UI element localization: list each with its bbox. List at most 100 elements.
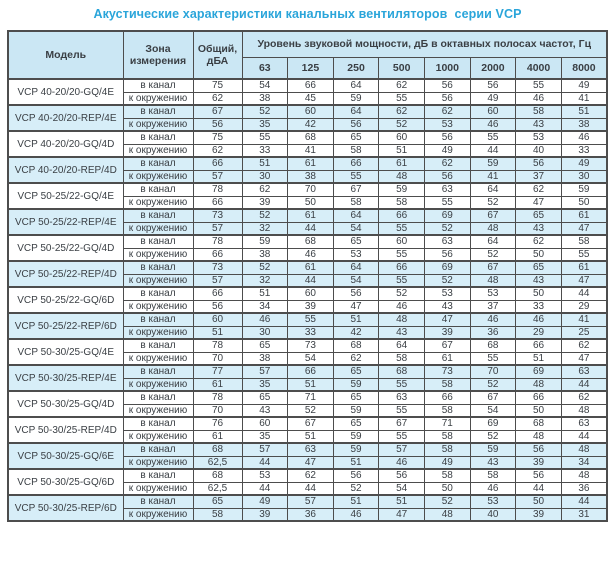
level-value: 52 bbox=[241, 104, 289, 119]
model-name: VCP 50-30/25-GQ/4E bbox=[7, 338, 124, 366]
total-dba-value: 56 bbox=[192, 117, 243, 132]
zone-label: к окружению bbox=[122, 299, 194, 314]
level-value: 56 bbox=[378, 468, 425, 483]
level-value: 47 bbox=[515, 195, 562, 210]
model-name: VCP 40-20/20-REP/4D bbox=[7, 156, 124, 184]
level-value: 63 bbox=[560, 416, 608, 431]
total-dba-value: 61 bbox=[192, 429, 243, 444]
level-value: 55 bbox=[241, 130, 289, 145]
level-value: 37 bbox=[469, 299, 517, 314]
level-value: 61 bbox=[378, 156, 425, 171]
col-header-zone: Зона измерения bbox=[122, 30, 194, 80]
level-value: 53 bbox=[515, 130, 562, 145]
table-row: к окружению 70 43 52 59 55 58 54 50 48 bbox=[8, 403, 608, 418]
level-value: 46 bbox=[560, 130, 608, 145]
total-dba-value: 78 bbox=[192, 390, 243, 405]
level-value: 39 bbox=[424, 325, 471, 340]
level-value: 34 bbox=[560, 455, 608, 470]
level-value: 43 bbox=[515, 273, 562, 288]
level-value: 51 bbox=[332, 494, 380, 509]
model-name: VCP 50-25/22-REP/4D bbox=[7, 260, 124, 288]
level-value: 65 bbox=[332, 234, 380, 249]
level-value: 43 bbox=[424, 299, 471, 314]
level-value: 62 bbox=[332, 351, 380, 366]
level-value: 43 bbox=[378, 325, 425, 340]
level-value: 33 bbox=[287, 325, 334, 340]
level-value: 49 bbox=[560, 78, 608, 93]
model-name: VCP 40-20/20-GQ/4E bbox=[7, 78, 124, 106]
level-value: 59 bbox=[332, 91, 380, 106]
table-row: к окружению 62 38 45 59 55 56 49 46 41 bbox=[8, 91, 608, 106]
level-value: 67 bbox=[287, 416, 334, 431]
level-value: 63 bbox=[560, 364, 608, 379]
level-value: 44 bbox=[560, 494, 608, 509]
model-name: VCP 50-25/22-REP/4E bbox=[7, 208, 124, 236]
level-value: 52 bbox=[241, 208, 289, 223]
level-value: 55 bbox=[560, 247, 608, 262]
level-value: 58 bbox=[424, 377, 471, 392]
level-value: 39 bbox=[287, 299, 334, 314]
level-value: 47 bbox=[332, 299, 380, 314]
zone-label: в канал bbox=[122, 286, 194, 301]
total-dba-value: 62,5 bbox=[192, 455, 243, 470]
level-value: 44 bbox=[287, 221, 334, 236]
level-value: 36 bbox=[560, 481, 608, 496]
total-dba-value: 61 bbox=[192, 377, 243, 392]
level-value: 48 bbox=[515, 377, 562, 392]
level-value: 52 bbox=[424, 221, 471, 236]
total-dba-value: 57 bbox=[192, 273, 243, 288]
level-value: 52 bbox=[378, 286, 425, 301]
level-value: 55 bbox=[287, 312, 334, 327]
total-dba-value: 66 bbox=[192, 195, 243, 210]
table-row: VCP 40-20/20-GQ/4D в канал 75 55 68 65 60 56 55 5… bbox=[7, 130, 608, 158]
level-value: 53 bbox=[424, 117, 471, 132]
level-value: 44 bbox=[241, 455, 289, 470]
level-value: 56 bbox=[469, 78, 517, 93]
freq-header-250: 250 bbox=[332, 56, 380, 80]
level-value: 51 bbox=[287, 429, 334, 444]
level-value: 37 bbox=[515, 169, 562, 184]
level-value: 44 bbox=[560, 286, 608, 301]
total-dba-value: 78 bbox=[192, 234, 243, 249]
level-value: 66 bbox=[287, 364, 334, 379]
level-value: 35 bbox=[241, 377, 289, 392]
level-value: 55 bbox=[332, 169, 380, 184]
level-value: 60 bbox=[241, 416, 289, 431]
header-row-frequencies: 63 125 250 500 1000 2000 4000 8000 bbox=[8, 56, 608, 80]
level-value: 56 bbox=[515, 156, 562, 171]
table-row: к окружению 56 35 42 56 52 53 46 43 38 bbox=[8, 117, 608, 132]
level-value: 52 bbox=[424, 273, 471, 288]
level-value: 54 bbox=[378, 481, 425, 496]
freq-header-2000: 2000 bbox=[469, 56, 517, 80]
level-value: 52 bbox=[241, 260, 289, 275]
level-value: 48 bbox=[424, 507, 471, 522]
zone-label: к окружению bbox=[122, 481, 194, 496]
model-name: VCP 50-25/22-GQ/4D bbox=[7, 234, 124, 262]
level-value: 52 bbox=[469, 195, 517, 210]
level-value: 60 bbox=[287, 286, 334, 301]
level-value: 66 bbox=[424, 390, 471, 405]
level-value: 67 bbox=[424, 338, 471, 353]
level-value: 49 bbox=[241, 494, 289, 509]
level-value: 65 bbox=[332, 416, 380, 431]
level-value: 38 bbox=[287, 169, 334, 184]
zone-label: в канал bbox=[122, 260, 194, 275]
level-value: 58 bbox=[560, 234, 608, 249]
level-value: 60 bbox=[287, 104, 334, 119]
zone-label: в канал bbox=[122, 78, 194, 93]
level-value: 59 bbox=[469, 442, 517, 457]
level-value: 69 bbox=[515, 364, 562, 379]
level-value: 42 bbox=[332, 325, 380, 340]
level-value: 68 bbox=[469, 338, 517, 353]
total-dba-value: 66 bbox=[192, 286, 243, 301]
level-value: 55 bbox=[378, 91, 425, 106]
level-value: 41 bbox=[287, 143, 334, 158]
level-value: 40 bbox=[469, 507, 517, 522]
level-value: 62 bbox=[424, 104, 471, 119]
level-value: 66 bbox=[378, 260, 425, 275]
level-value: 55 bbox=[378, 221, 425, 236]
level-value: 40 bbox=[515, 143, 562, 158]
zone-label: к окружению bbox=[122, 429, 194, 444]
level-value: 47 bbox=[424, 312, 471, 327]
level-value: 53 bbox=[424, 286, 471, 301]
